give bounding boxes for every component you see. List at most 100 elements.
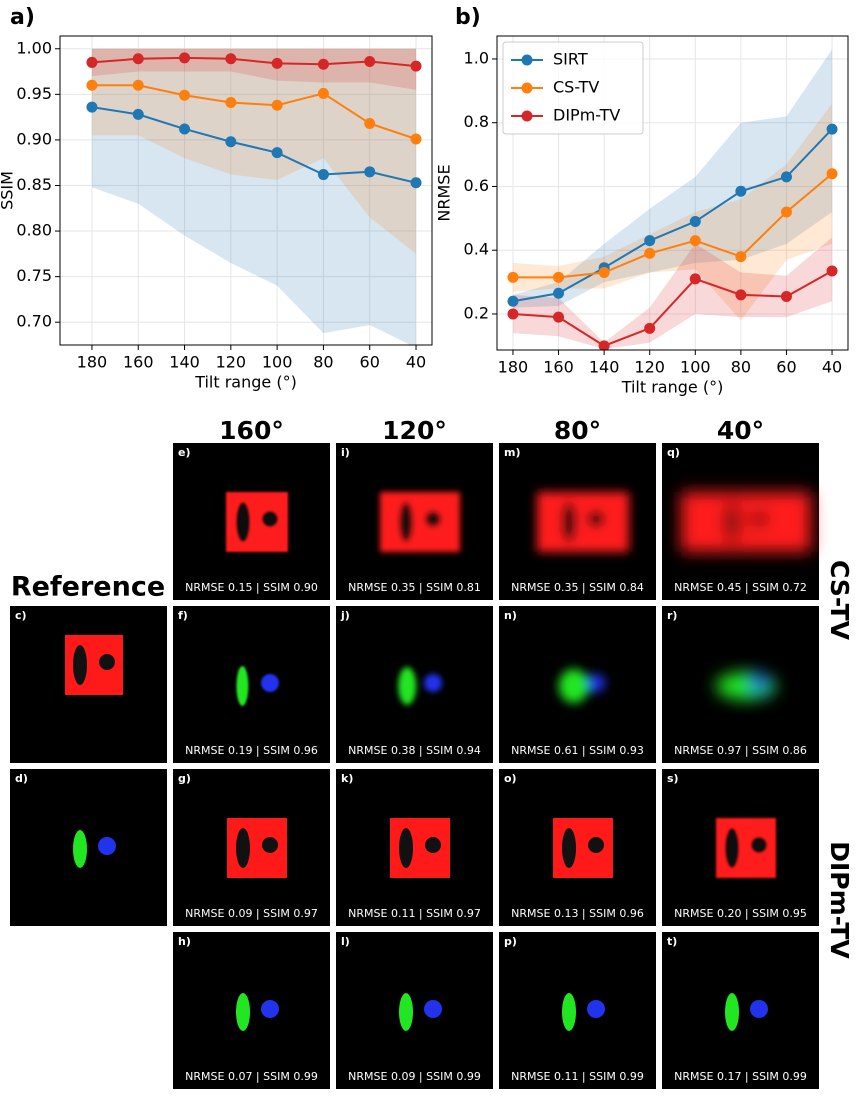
panel-bg [336,932,493,1089]
phantom [558,669,605,703]
image-panel: t) NRMSE 0.17 | SSIM 0.99 [662,932,819,1089]
point [364,56,376,68]
column-header: 160° [219,416,284,445]
legend-label: SIRT [553,50,588,69]
image-panel: f) NRMSE 0.19 | SSIM 0.96 [173,606,330,763]
panel-caption: NRMSE 0.35 | SSIM 0.84 [511,581,644,594]
point [826,123,838,135]
image-panel: i) NRMSE 0.35 | SSIM 0.81 [336,443,493,600]
image-panel: p) NRMSE 0.11 | SSIM 0.99 [499,932,656,1089]
blue-disc [98,837,116,855]
phantom [380,492,460,552]
point [689,273,701,285]
point [553,311,565,323]
hole [562,828,576,868]
column-header: 120° [382,416,447,445]
x-tick-label: 80 [313,353,333,372]
panel-bg [499,932,656,1089]
image-panel: o) NRMSE 0.13 | SSIM 0.96 [499,769,656,926]
green-ellipse [236,666,249,706]
panel-caption: NRMSE 0.09 | SSIM 0.99 [348,1070,481,1083]
point [86,79,98,91]
image-panel: q) NRMSE 0.45 | SSIM 0.72 [662,443,819,600]
panel-caption: NRMSE 0.97 | SSIM 0.86 [674,744,807,757]
y-tick-label: 0.85 [16,175,52,194]
hole [751,837,767,853]
image-panel: g) NRMSE 0.09 | SSIM 0.97 [173,769,330,926]
y-tick-label: 0.80 [16,221,52,240]
green-ellipse [399,993,413,1031]
legend-marker [521,82,533,94]
series-line [91,56,417,68]
plot-area [507,49,838,350]
blue-disc [261,1000,279,1018]
point [410,60,422,72]
phantom [716,818,776,878]
plot: b) 0.2 0.4 0.6 0.8 1.0 180 160 140 120 100 80 60 40 Ti… [435,5,849,397]
blue-disc [261,674,279,692]
phantom [398,667,442,705]
series-line [91,84,417,140]
hole [262,837,278,853]
phantom [226,492,288,552]
reference-title: Reference [11,572,165,603]
blue-disc [750,674,768,692]
point [780,171,792,183]
hole [562,502,576,542]
column-header: 40° [717,416,764,445]
x-tick-label: 100 [262,353,293,372]
panel-caption: NRMSE 0.19 | SSIM 0.96 [185,744,318,757]
panel-label: n) [504,609,517,622]
y-tick-label: 0.95 [16,84,52,103]
series-line [91,106,417,184]
panel-label: g) [178,772,191,785]
point [225,53,237,65]
point [364,166,376,178]
phantom [65,635,123,695]
panel-caption: NRMSE 0.17 | SSIM 0.99 [674,1070,807,1083]
hole [399,828,413,868]
phantom [399,993,442,1031]
panel-label: k) [341,772,353,785]
point [271,147,283,159]
panel-label: q) [667,446,680,459]
image-panel: e) NRMSE 0.15 | SSIM 0.90 [173,443,330,600]
row-label: CS-TV [825,560,854,641]
point [225,136,237,148]
point [553,287,565,299]
phantom [390,818,450,878]
panel-bg [10,769,167,926]
hole [725,828,739,868]
image-panel: d) [10,769,167,926]
hole [73,645,87,685]
panel-label: j) [340,609,350,622]
blue-disc [750,1000,768,1018]
x-tick-label: 80 [731,358,751,377]
point [410,133,422,145]
axes-frame [59,35,433,346]
y-tick-label: 0.6 [464,176,489,195]
point [317,87,329,99]
point [780,290,792,302]
point [317,169,329,181]
green-ellipse [725,993,739,1031]
point [553,271,565,283]
panel-caption: NRMSE 0.20 | SSIM 0.95 [674,907,807,920]
point [225,97,237,109]
y-axis-label: SSIM [0,171,17,210]
hole [236,502,250,542]
panel-label: l) [341,935,350,948]
blue-disc [587,674,605,692]
x-tick-label: 140 [169,353,200,372]
point [86,56,98,68]
point [644,247,656,259]
phantom [73,830,116,868]
hole [236,828,250,868]
image-panel: m) NRMSE 0.35 | SSIM 0.84 [499,443,656,600]
image-panel: l) NRMSE 0.09 | SSIM 0.99 [336,932,493,1089]
panel-label: t) [667,935,677,948]
point [507,271,519,283]
plot-area [86,48,422,345]
hole [262,511,278,527]
